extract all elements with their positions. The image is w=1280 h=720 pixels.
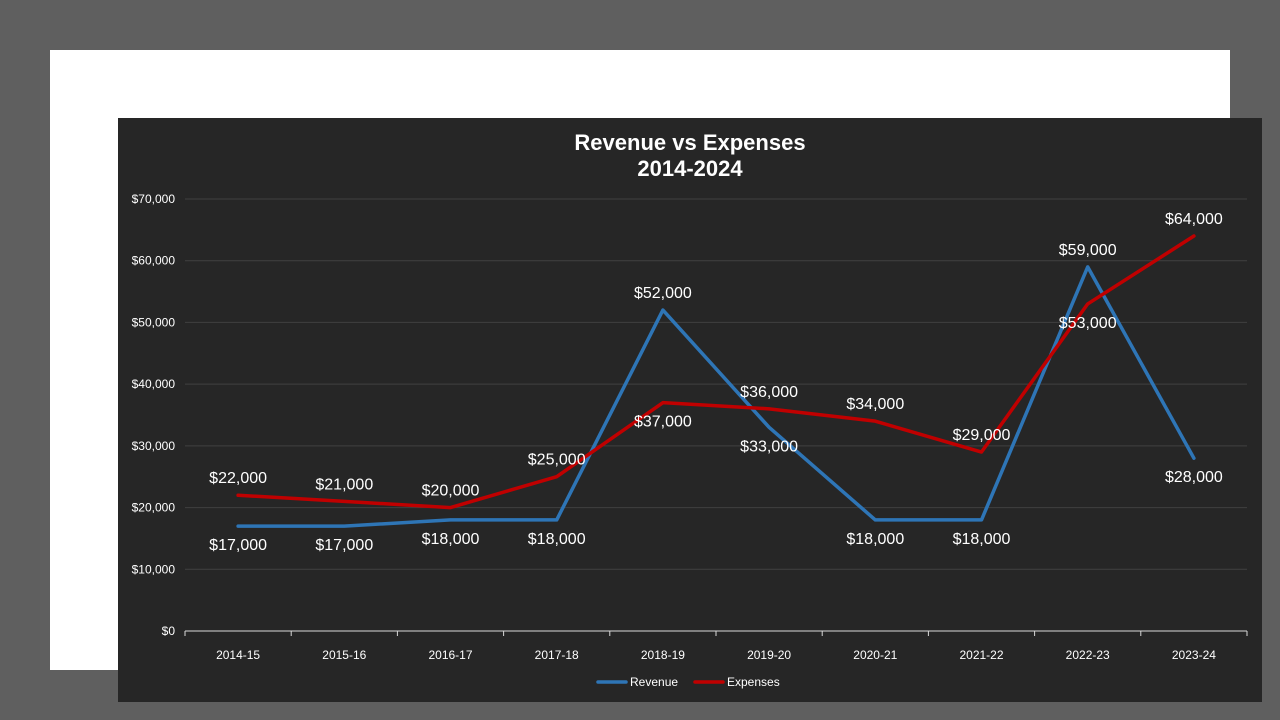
data-label-revenue: $18,000	[846, 531, 904, 548]
x-tick-label: 2019-20	[747, 648, 791, 662]
chart-area: Revenue vs Expenses 2014-2024 $0 $10,000 $…	[118, 118, 1262, 702]
data-label-expenses: $64,000	[1165, 211, 1223, 228]
data-label-revenue: $17,000	[209, 537, 267, 554]
x-tick-label: 2023-24	[1172, 648, 1216, 662]
chart-subtitle: 2014-2024	[637, 156, 743, 181]
y-tick-label: $20,000	[132, 501, 176, 515]
data-label-revenue: $18,000	[528, 531, 586, 548]
series-line-expenses	[236, 234, 1196, 510]
y-tick-label: $40,000	[132, 377, 176, 391]
data-label-expenses: $22,000	[209, 470, 267, 487]
gridlines	[185, 198, 1247, 570]
data-label-revenue: $18,000	[422, 531, 480, 548]
data-label-revenue: $28,000	[1165, 469, 1223, 486]
line-chart: $0 $10,000 $20,000 $30,000 $40,000 $50,000 $60…	[132, 192, 1248, 689]
data-label-revenue: $52,000	[634, 285, 692, 302]
legend-item-expenses: Expenses	[693, 675, 780, 689]
legend-label: Expenses	[727, 675, 780, 689]
x-tick-label: 2018-19	[641, 648, 685, 662]
series-line-revenue	[236, 265, 1196, 528]
data-label-expenses: $36,000	[740, 384, 798, 401]
data-labels: $17,000 $17,000 $18,000 $18,000 $52,000 $33,0…	[209, 211, 1223, 554]
data-label-revenue: $18,000	[953, 531, 1011, 548]
y-tick-label: $70,000	[132, 192, 176, 206]
x-tick-label: 2014-15	[216, 648, 260, 662]
data-label-revenue: $59,000	[1059, 242, 1117, 259]
data-label-expenses: $29,000	[953, 427, 1011, 444]
y-tick-label: $60,000	[132, 254, 176, 268]
x-tick-label: 2022-23	[1066, 648, 1110, 662]
legend-item-revenue: Revenue	[596, 675, 678, 689]
data-label-expenses: $21,000	[315, 476, 373, 493]
chart-title-block: Revenue vs Expenses 2014-2024	[118, 130, 1262, 182]
x-tick-label: 2020-21	[853, 648, 897, 662]
data-label-expenses: $25,000	[528, 452, 586, 469]
y-tick-label: $30,000	[132, 439, 176, 453]
data-label-expenses: $53,000	[1059, 315, 1117, 332]
y-tick-label: $0	[162, 624, 176, 638]
legend: Revenue Expenses	[596, 675, 780, 689]
axes: $0 $10,000 $20,000 $30,000 $40,000 $50,000 $60…	[132, 192, 1248, 662]
series-lines	[236, 234, 1196, 528]
chart-frame: Revenue vs Expenses 2014-2024 $0 $10,000 $…	[50, 50, 1262, 702]
y-tick-label: $10,000	[132, 562, 176, 576]
data-label-expenses: $37,000	[634, 414, 692, 431]
data-label-expenses: $20,000	[422, 483, 480, 500]
x-tick-label: 2016-17	[428, 648, 472, 662]
data-label-expenses: $34,000	[846, 396, 904, 413]
chart-title: Revenue vs Expenses	[574, 130, 806, 155]
data-label-revenue: $17,000	[315, 537, 373, 554]
x-tick-label: 2017-18	[535, 648, 579, 662]
y-tick-label: $50,000	[132, 315, 176, 329]
legend-label: Revenue	[630, 675, 678, 689]
data-label-revenue: $33,000	[740, 438, 798, 455]
x-tick-label: 2015-16	[322, 648, 366, 662]
x-tick-label: 2021-22	[959, 648, 1003, 662]
